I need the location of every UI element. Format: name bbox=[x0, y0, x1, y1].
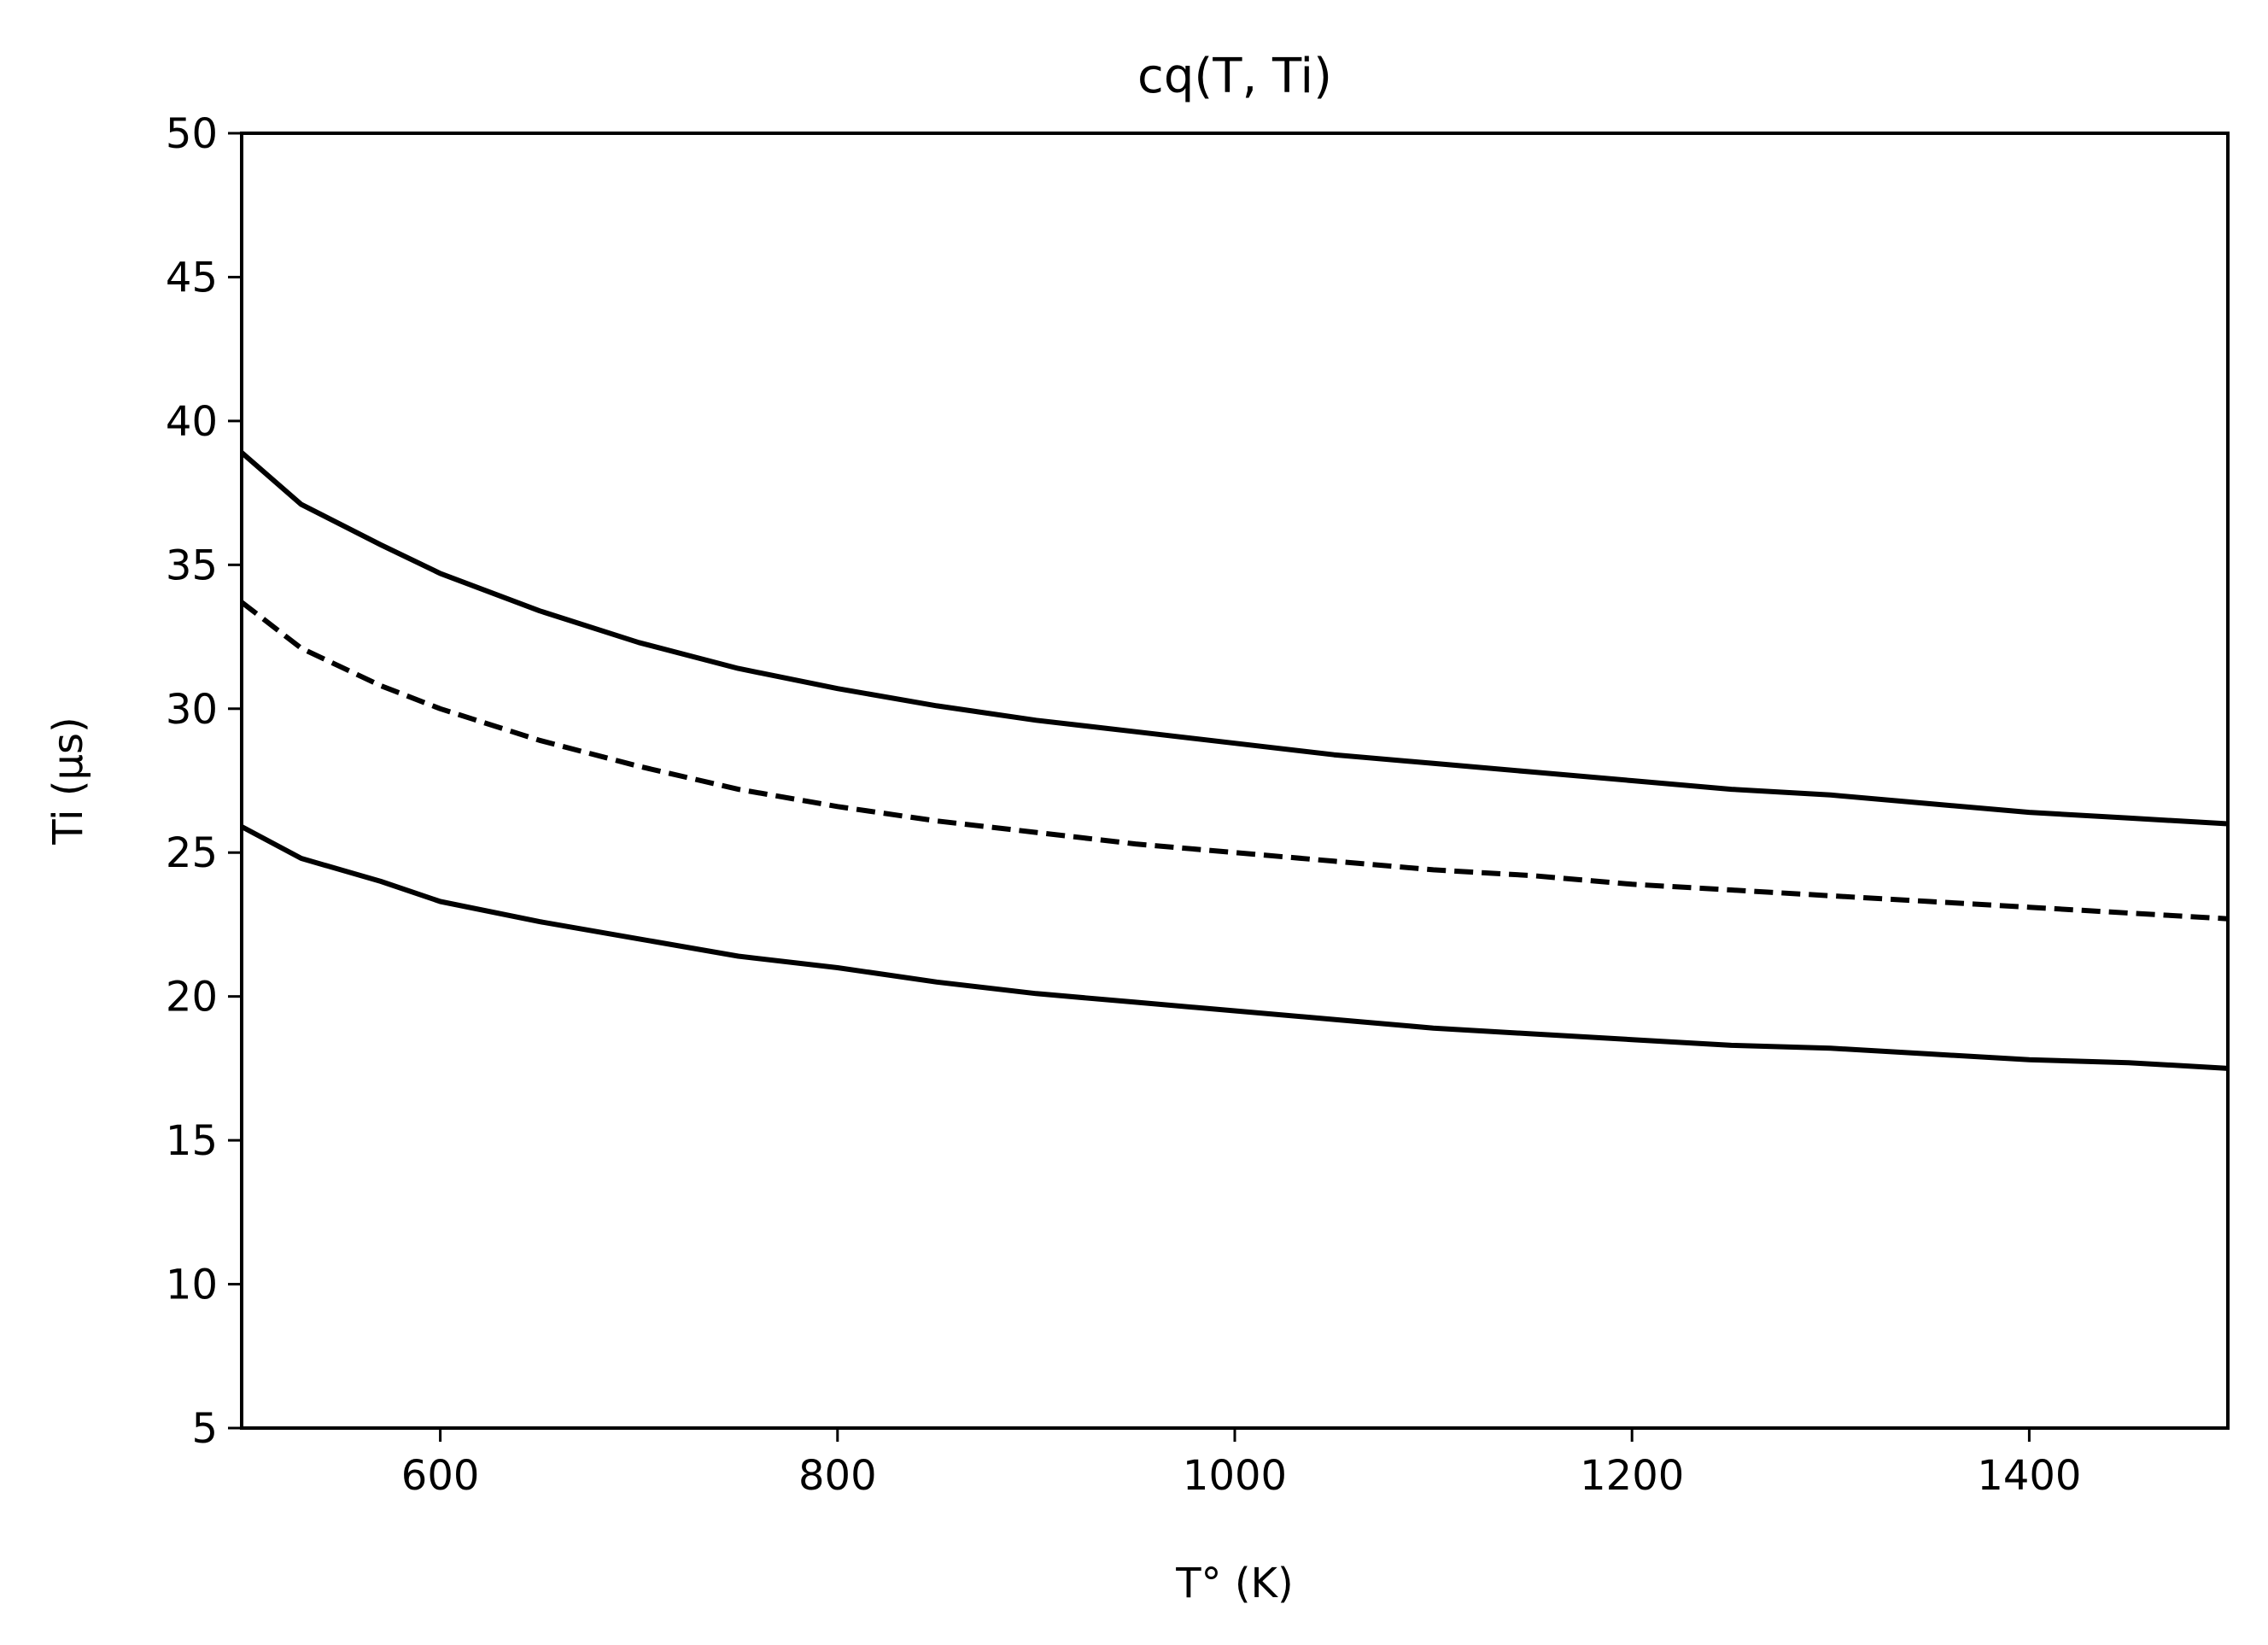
y-tick-label: 50 bbox=[166, 110, 218, 158]
y-tick-label: 40 bbox=[166, 398, 218, 446]
y-tick-label: 5 bbox=[191, 1405, 218, 1453]
x-tick-label: 800 bbox=[798, 1452, 877, 1500]
y-axis-label: Ti (µs) bbox=[44, 717, 92, 845]
ticks-layer: 600 800 1000 1200 1400 5 10 15 20 25 30 35 40 45 50 bbox=[166, 110, 2082, 1500]
series-line-1 bbox=[240, 450, 2229, 827]
y-tick-label: 25 bbox=[166, 829, 218, 877]
y-tick-label: 15 bbox=[166, 1117, 218, 1165]
y-tick-label: 20 bbox=[166, 974, 218, 1022]
chart-title: cq(T, Ti) bbox=[1137, 49, 1332, 104]
y-tick-label: 45 bbox=[166, 254, 218, 301]
series-line-2 bbox=[240, 600, 2229, 922]
x-axis-label: T° (K) bbox=[1175, 1560, 1294, 1607]
y-tick-label: 10 bbox=[166, 1262, 218, 1309]
x-tick-label: 1400 bbox=[1977, 1452, 2081, 1500]
series-line-3 bbox=[240, 824, 2229, 1071]
x-tick-label: 1200 bbox=[1580, 1452, 1684, 1500]
y-tick-label: 30 bbox=[166, 686, 218, 734]
x-tick-label: 1000 bbox=[1183, 1452, 1287, 1500]
y-tick-label: 35 bbox=[166, 542, 218, 589]
series-layer bbox=[240, 450, 2229, 1071]
x-tick-label: 600 bbox=[401, 1452, 480, 1500]
plot-frame bbox=[240, 132, 2230, 1430]
